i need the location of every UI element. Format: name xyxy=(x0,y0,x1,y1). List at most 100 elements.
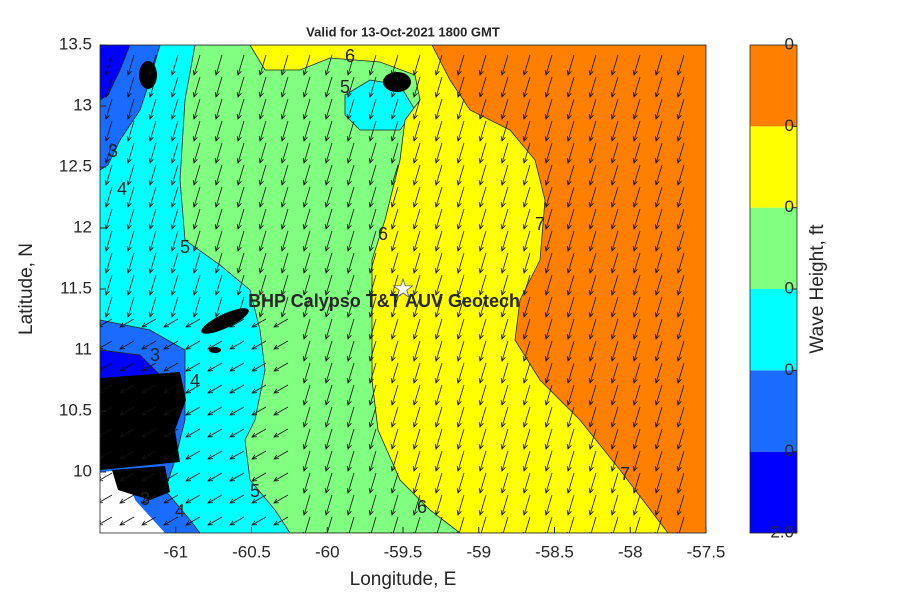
arrow xyxy=(676,362,685,384)
arrow xyxy=(192,230,201,252)
arrow xyxy=(478,274,487,296)
arrow xyxy=(500,120,509,142)
arrow xyxy=(412,340,421,362)
arrow xyxy=(214,98,223,120)
arrow xyxy=(456,98,465,120)
arrow xyxy=(368,230,377,252)
arrow xyxy=(522,450,531,472)
contour-label: 7 xyxy=(620,464,630,484)
arrow xyxy=(368,318,377,340)
arrow xyxy=(229,450,245,460)
arrow xyxy=(170,54,179,76)
arrow xyxy=(522,186,531,208)
arrow xyxy=(214,142,223,164)
arrow xyxy=(434,164,443,186)
arrow xyxy=(104,186,113,208)
arrow xyxy=(346,186,355,208)
arrow xyxy=(456,54,465,76)
arrow xyxy=(500,274,509,296)
contour-label: 3 xyxy=(150,345,160,365)
arrow xyxy=(104,296,113,318)
arrow xyxy=(104,208,113,230)
arrow xyxy=(632,120,641,142)
arrow xyxy=(214,164,223,186)
arrow xyxy=(258,230,267,252)
arrow xyxy=(324,76,333,98)
arrow xyxy=(273,472,289,482)
x-axis-label: Longitude, E xyxy=(350,569,457,590)
arrow xyxy=(654,164,663,186)
arrow xyxy=(324,450,333,472)
arrow xyxy=(478,406,487,428)
arrow xyxy=(412,516,421,533)
arrow xyxy=(368,120,377,142)
arrow xyxy=(119,340,135,350)
x-tick-label: -61 xyxy=(163,542,188,561)
arrow xyxy=(368,450,377,472)
arrow xyxy=(214,296,223,318)
arrow xyxy=(324,54,333,76)
arrow xyxy=(522,54,531,76)
arrow xyxy=(163,428,179,438)
arrow xyxy=(632,362,641,384)
arrow xyxy=(544,186,553,208)
arrow xyxy=(346,362,355,384)
arrow xyxy=(273,384,289,394)
arrow xyxy=(544,76,553,98)
band-7-8 xyxy=(431,45,706,533)
arrow xyxy=(456,208,465,230)
arrow xyxy=(500,76,509,98)
arrow xyxy=(390,450,399,472)
arrow xyxy=(236,296,245,318)
arrow xyxy=(214,76,223,98)
arrow xyxy=(258,142,267,164)
arrow xyxy=(148,54,157,76)
land xyxy=(112,466,170,500)
arrow xyxy=(170,76,179,98)
arrow xyxy=(676,54,685,76)
arrow xyxy=(588,98,597,120)
arrow xyxy=(346,230,355,252)
arrow xyxy=(104,142,113,164)
arrow xyxy=(610,54,619,76)
arrow xyxy=(229,406,245,416)
colorbar-tick-label: 0 xyxy=(785,360,794,379)
arrow xyxy=(566,340,575,362)
arrow xyxy=(500,340,509,362)
arrow xyxy=(207,362,223,372)
arrow xyxy=(676,208,685,230)
arrow xyxy=(163,406,179,416)
arrow xyxy=(346,98,355,120)
arrow xyxy=(368,472,377,494)
arrow xyxy=(632,406,641,428)
arrow xyxy=(126,98,135,120)
arrow xyxy=(163,318,179,328)
arrow xyxy=(368,384,377,406)
arrow xyxy=(632,208,641,230)
arrow xyxy=(632,274,641,296)
arrow xyxy=(258,208,267,230)
arrow xyxy=(500,98,509,120)
arrow xyxy=(126,142,135,164)
arrow xyxy=(676,252,685,274)
x-tick-label: -59 xyxy=(466,542,491,561)
arrow xyxy=(170,296,179,318)
arrow xyxy=(566,164,575,186)
arrow xyxy=(500,186,509,208)
arrow xyxy=(207,318,223,328)
arrow xyxy=(566,186,575,208)
arrow xyxy=(170,274,179,296)
arrow xyxy=(544,318,553,340)
arrow xyxy=(544,472,553,494)
y-tick-label: 11.5 xyxy=(60,278,92,297)
arrow xyxy=(456,142,465,164)
arrow xyxy=(434,54,443,76)
arrow xyxy=(324,494,333,516)
arrow xyxy=(456,252,465,274)
arrow xyxy=(368,252,377,274)
arrow xyxy=(229,516,245,526)
arrow xyxy=(368,98,377,120)
arrow xyxy=(280,208,289,230)
arrow xyxy=(185,384,201,394)
arrow xyxy=(500,54,509,76)
